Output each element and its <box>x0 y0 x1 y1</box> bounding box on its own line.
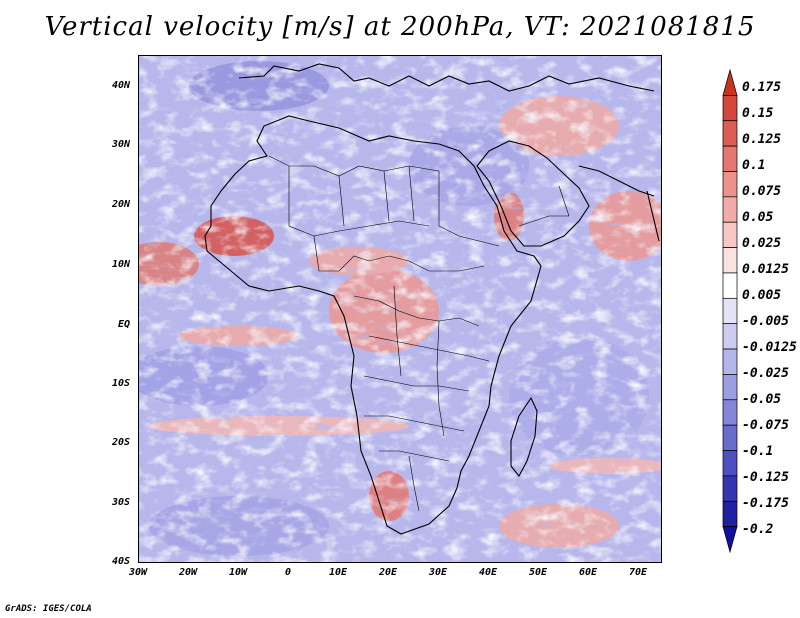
colorbar-label: 0.05 <box>742 210 774 225</box>
country-borders <box>268 155 570 512</box>
colorbar-label: 0.075 <box>742 184 782 199</box>
lat-label-eq: EQ <box>117 319 130 330</box>
lat-label-40s: 40S <box>111 556 130 567</box>
colorbar-segment <box>722 348 738 375</box>
colorbar-segment <box>722 196 738 223</box>
colorbar-segment <box>722 297 738 325</box>
colorbar-label: 0.025 <box>742 236 782 251</box>
colorbar-segment <box>722 120 738 147</box>
colorbar-segment <box>722 272 738 299</box>
lat-label-30n: 30N <box>111 139 130 150</box>
grads-credit: GrADS: IGES/COLA <box>5 604 92 614</box>
colorbar-segment <box>722 171 738 198</box>
velocity-field-map <box>139 56 661 562</box>
colorbar-segment <box>722 424 738 451</box>
colorbar-label: 0.1 <box>742 158 766 173</box>
colorbar-segment <box>722 526 738 554</box>
lat-label-30s: 30S <box>111 497 130 508</box>
colorbar-label: -0.175 <box>742 496 789 511</box>
lon-label-30e: 30E <box>428 567 448 578</box>
lat-label-10s: 10S <box>111 378 130 389</box>
colorbar-segment <box>722 374 738 401</box>
colorbar-label: -0.125 <box>742 470 789 485</box>
colorbar-segment <box>722 475 738 502</box>
field-texture-light <box>139 56 661 562</box>
lon-label-20w: 20W <box>178 567 198 578</box>
colorbar-segment <box>722 221 738 248</box>
colorbar-label: 0.125 <box>742 132 782 147</box>
lon-label-40e: 40E <box>478 567 498 578</box>
colorbar-label: -0.0125 <box>742 340 797 355</box>
lon-label-0: 0 <box>284 567 292 578</box>
colorbar-label: -0.005 <box>742 314 789 329</box>
colorbar-segment <box>722 500 738 527</box>
lon-label-20e: 20E <box>378 567 398 578</box>
colorbar-segment <box>722 399 738 426</box>
colorbar-segment <box>722 145 738 172</box>
lat-label-20s: 20S <box>111 437 130 448</box>
lat-label-20n: 20N <box>111 199 130 210</box>
colorbar-label: -0.2 <box>742 522 774 537</box>
lat-label-10n: 10N <box>111 259 130 270</box>
lon-label-10e: 10E <box>328 567 348 578</box>
colorbar-segment <box>722 450 738 477</box>
lon-label-60e: 60E <box>578 567 598 578</box>
colorbar-segment <box>722 323 738 350</box>
colorbar-segment <box>722 247 738 274</box>
colorbar-label: -0.075 <box>742 418 789 433</box>
map-panel[interactable] <box>138 55 662 563</box>
colorbar-label: -0.025 <box>742 366 789 381</box>
lat-label-40n: 40N <box>111 80 130 91</box>
colorbar-segment <box>722 68 738 96</box>
colorbar-segments <box>722 68 738 554</box>
colorbar-label: 0.15 <box>742 106 774 121</box>
coastlines <box>204 63 660 535</box>
lon-label-50e: 50E <box>528 567 548 578</box>
colorbar-label: -0.05 <box>742 392 782 407</box>
lon-label-70e: 70E <box>628 567 648 578</box>
colorbar-label: 0.175 <box>742 80 782 95</box>
colorbar-label: 0.0125 <box>742 262 789 277</box>
lon-label-30w: 30W <box>128 567 148 578</box>
colorbar-label: 0.005 <box>742 288 782 303</box>
chart-title: Vertical velocity [m/s] at 200hPa, VT: 2… <box>44 12 756 42</box>
colorbar-label: -0.1 <box>742 444 774 459</box>
lon-label-10w: 10W <box>228 567 248 578</box>
colorbar <box>722 68 738 554</box>
colorbar-segment <box>722 95 738 122</box>
